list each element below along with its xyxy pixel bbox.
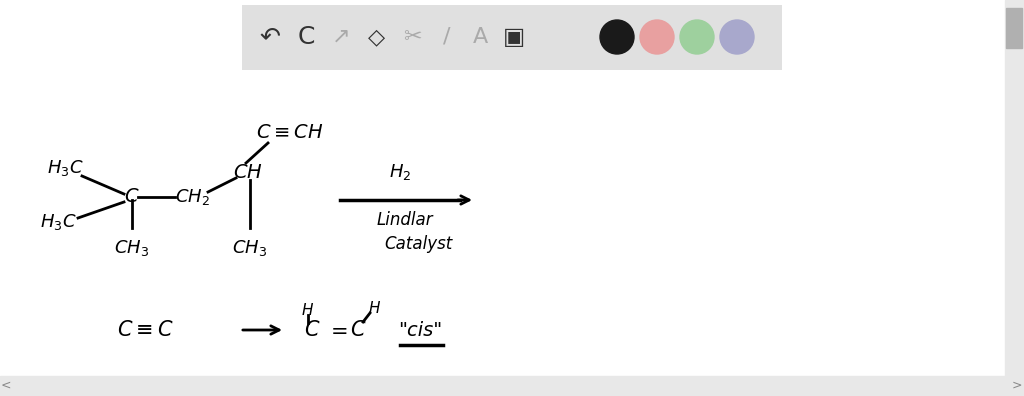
Text: A: A bbox=[472, 27, 487, 47]
Text: /: / bbox=[443, 27, 451, 47]
Text: $C{\equiv}CH$: $C{\equiv}CH$ bbox=[256, 124, 324, 143]
Text: <: < bbox=[1, 379, 11, 392]
Ellipse shape bbox=[640, 20, 674, 54]
Text: ↗: ↗ bbox=[332, 27, 350, 47]
Text: "cis": "cis" bbox=[398, 320, 442, 339]
Text: $CH_3$: $CH_3$ bbox=[232, 238, 267, 258]
Text: $=$: $=$ bbox=[327, 320, 348, 340]
Text: $C$: $C$ bbox=[304, 320, 321, 340]
Text: $H_3C$: $H_3C$ bbox=[47, 158, 83, 178]
Text: Lindlar: Lindlar bbox=[377, 211, 433, 229]
Bar bbox=[0, 376, 1024, 396]
Ellipse shape bbox=[720, 20, 754, 54]
Text: $H$: $H$ bbox=[301, 302, 314, 318]
Text: ▣: ▣ bbox=[503, 25, 525, 49]
Text: Catalyst: Catalyst bbox=[384, 235, 453, 253]
Ellipse shape bbox=[600, 20, 634, 54]
Text: ◇: ◇ bbox=[368, 27, 385, 47]
Text: $H_2$: $H_2$ bbox=[389, 162, 412, 182]
Text: ✂: ✂ bbox=[402, 27, 421, 47]
Text: $H$: $H$ bbox=[369, 300, 382, 316]
Text: C: C bbox=[297, 25, 314, 49]
Text: $H_3C$: $H_3C$ bbox=[40, 212, 76, 232]
Text: $C$: $C$ bbox=[350, 320, 367, 340]
Bar bbox=[242, 5, 782, 70]
Text: >: > bbox=[1012, 379, 1022, 392]
Bar bbox=[1006, 8, 1022, 48]
Ellipse shape bbox=[680, 20, 714, 54]
Text: ↶: ↶ bbox=[259, 25, 281, 49]
Text: $CH_3$: $CH_3$ bbox=[115, 238, 150, 258]
Text: $C$: $C$ bbox=[124, 187, 139, 206]
Text: $CH$: $CH$ bbox=[233, 162, 263, 181]
Text: $CH_2$: $CH_2$ bbox=[174, 187, 210, 207]
Text: $C{\equiv}C$: $C{\equiv}C$ bbox=[117, 320, 173, 340]
Bar bbox=[1005, 0, 1024, 396]
